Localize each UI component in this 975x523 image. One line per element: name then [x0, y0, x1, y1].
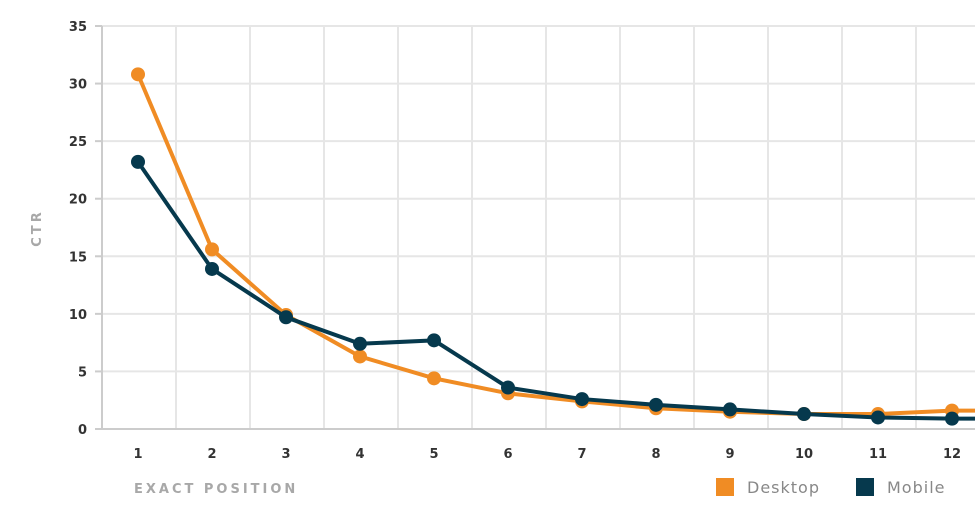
legend-label-mobile: Mobile: [887, 478, 945, 497]
x-tick-label: 11: [869, 447, 887, 462]
data-point: [353, 336, 367, 351]
series-line: [136, 73, 975, 417]
x-tick-label: 9: [725, 447, 734, 462]
series-desktop: [131, 67, 975, 422]
x-tick-label: 1: [133, 447, 142, 462]
legend-swatch-mobile: [856, 478, 874, 496]
y-tick-label: 10: [69, 308, 87, 323]
data-point: [649, 397, 663, 412]
x-tick-label: 7: [577, 447, 586, 462]
y-tick-label: 30: [69, 78, 87, 93]
axes: [95, 25, 975, 430]
data-point: [353, 349, 367, 364]
x-tick-label: 2: [207, 447, 216, 462]
x-tick-label: 6: [503, 447, 512, 462]
data-point: [427, 371, 441, 386]
data-point: [205, 261, 219, 276]
data-point: [131, 154, 145, 169]
y-tick-label: 5: [78, 365, 87, 380]
y-tick-label: 35: [69, 20, 87, 35]
data-point: [131, 67, 145, 82]
y-tick-label: 15: [69, 250, 87, 265]
y-tick-label: 0: [78, 423, 87, 438]
data-point: [797, 407, 811, 422]
data-point: [279, 310, 293, 325]
x-tick-label: 10: [795, 447, 813, 462]
x-tick-label: 8: [651, 447, 660, 462]
x-tick-label: 4: [355, 447, 364, 462]
x-tick-label: 12: [943, 447, 961, 462]
legend-label-desktop: Desktop: [747, 478, 820, 497]
data-point: [871, 410, 885, 425]
series-line: [136, 160, 975, 421]
series-lines: [131, 67, 975, 426]
x-tick-label: 3: [281, 447, 290, 462]
x-tick-label: 5: [429, 447, 438, 462]
legend: Desktop Mobile: [716, 478, 945, 497]
data-point: [501, 380, 515, 395]
series-mobile: [131, 154, 975, 426]
grid: [101, 25, 975, 430]
data-point: [205, 242, 219, 257]
data-point: [945, 411, 959, 426]
y-tick-label: 20: [69, 193, 87, 208]
x-axis-title: EXACT POSITION: [134, 482, 298, 497]
data-point: [575, 392, 589, 407]
data-point: [723, 402, 737, 417]
y-tick-label: 25: [69, 135, 87, 150]
legend-swatch-desktop: [716, 478, 734, 496]
y-axis-title: CTR: [30, 209, 45, 246]
data-point: [427, 333, 441, 348]
